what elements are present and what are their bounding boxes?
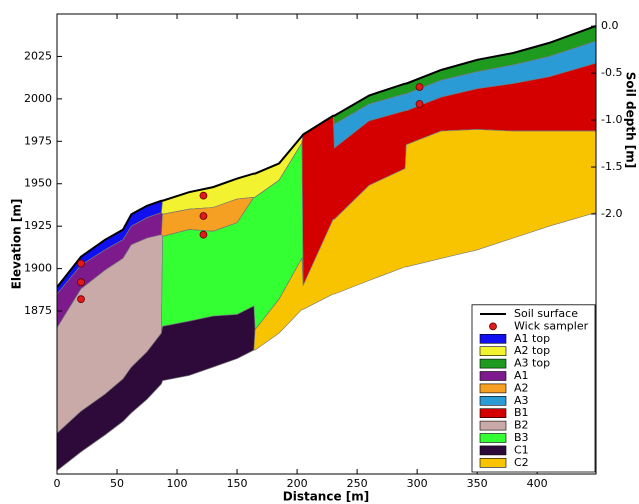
plot-frame <box>56 13 597 475</box>
x-tick-label: 350 <box>467 477 488 490</box>
legend-swatch <box>479 383 507 394</box>
legend-label: B3 <box>514 431 529 444</box>
legend-label: C1 <box>514 443 529 456</box>
wick-sampler <box>415 83 424 91</box>
y-tick-label: 1975 <box>24 134 52 147</box>
y2-tick-label: -1.0 <box>601 113 622 126</box>
legend-label: Wick sampler <box>514 319 589 332</box>
legend-label: B1 <box>514 406 529 419</box>
y-tick-label: 2000 <box>24 92 52 105</box>
y2-tick-label: -1.5 <box>601 160 622 173</box>
legend-swatch <box>479 408 507 419</box>
legend-swatch <box>479 433 507 443</box>
x-axis-title: Distance [m] <box>283 490 370 504</box>
legend-swatch <box>479 358 507 369</box>
y2-tick-label: 0.0 <box>601 19 619 32</box>
legend-label: A3 <box>514 394 529 407</box>
legend-swatch <box>479 445 507 456</box>
wick-sampler <box>415 100 424 108</box>
x-tick-label: 50 <box>110 477 124 490</box>
y-tick-label: 1875 <box>24 304 52 317</box>
y-tick-label: 1900 <box>24 262 52 275</box>
legend-label: A2 top <box>514 344 550 357</box>
legend-swatch <box>479 395 507 406</box>
legend-label: A3 top <box>514 357 550 370</box>
y2-tick-label: -0.5 <box>601 66 622 79</box>
wick-sampler <box>199 191 208 200</box>
x-tick-label: 150 <box>227 477 248 490</box>
legend-label: B2 <box>514 419 529 432</box>
legend-label: A1 <box>514 369 529 382</box>
soil-surface <box>57 24 596 288</box>
y2-tick-label: -2.0 <box>601 207 622 220</box>
y2-axis-title: Soil depth [m] <box>624 72 638 169</box>
x-tick-label: 200 <box>287 477 308 490</box>
x-tick-label: 0 <box>54 477 61 490</box>
y-tick-label: 1950 <box>24 177 52 190</box>
y-tick-label: 2025 <box>24 49 52 62</box>
legend-label: A2 <box>514 381 529 394</box>
legend-swatch <box>489 322 497 331</box>
x-tick-label: 400 <box>527 477 548 490</box>
wick-sampler <box>199 230 208 239</box>
legend-swatch <box>479 371 507 381</box>
wick-sampler <box>77 295 85 304</box>
plot-area <box>57 24 596 471</box>
legend-swatch <box>479 420 507 431</box>
legend-swatch <box>479 346 507 357</box>
y-tick-label: 1925 <box>24 219 52 232</box>
legend-swatch <box>479 333 507 344</box>
legend-label: Soil surface <box>514 307 578 320</box>
legend-label: C2 <box>514 456 529 469</box>
soil-layer <box>57 129 596 471</box>
y-axis-title: Elevation [m] <box>10 199 24 290</box>
legend-swatch <box>479 457 507 468</box>
x-tick-label: 100 <box>167 477 188 490</box>
wick-sampler <box>77 259 85 268</box>
legend-label: A1 top <box>514 332 550 345</box>
x-tick-label: 300 <box>407 477 428 490</box>
x-tick-label: 250 <box>347 477 368 490</box>
wick-sampler <box>77 278 85 287</box>
wick-sampler <box>199 212 208 220</box>
